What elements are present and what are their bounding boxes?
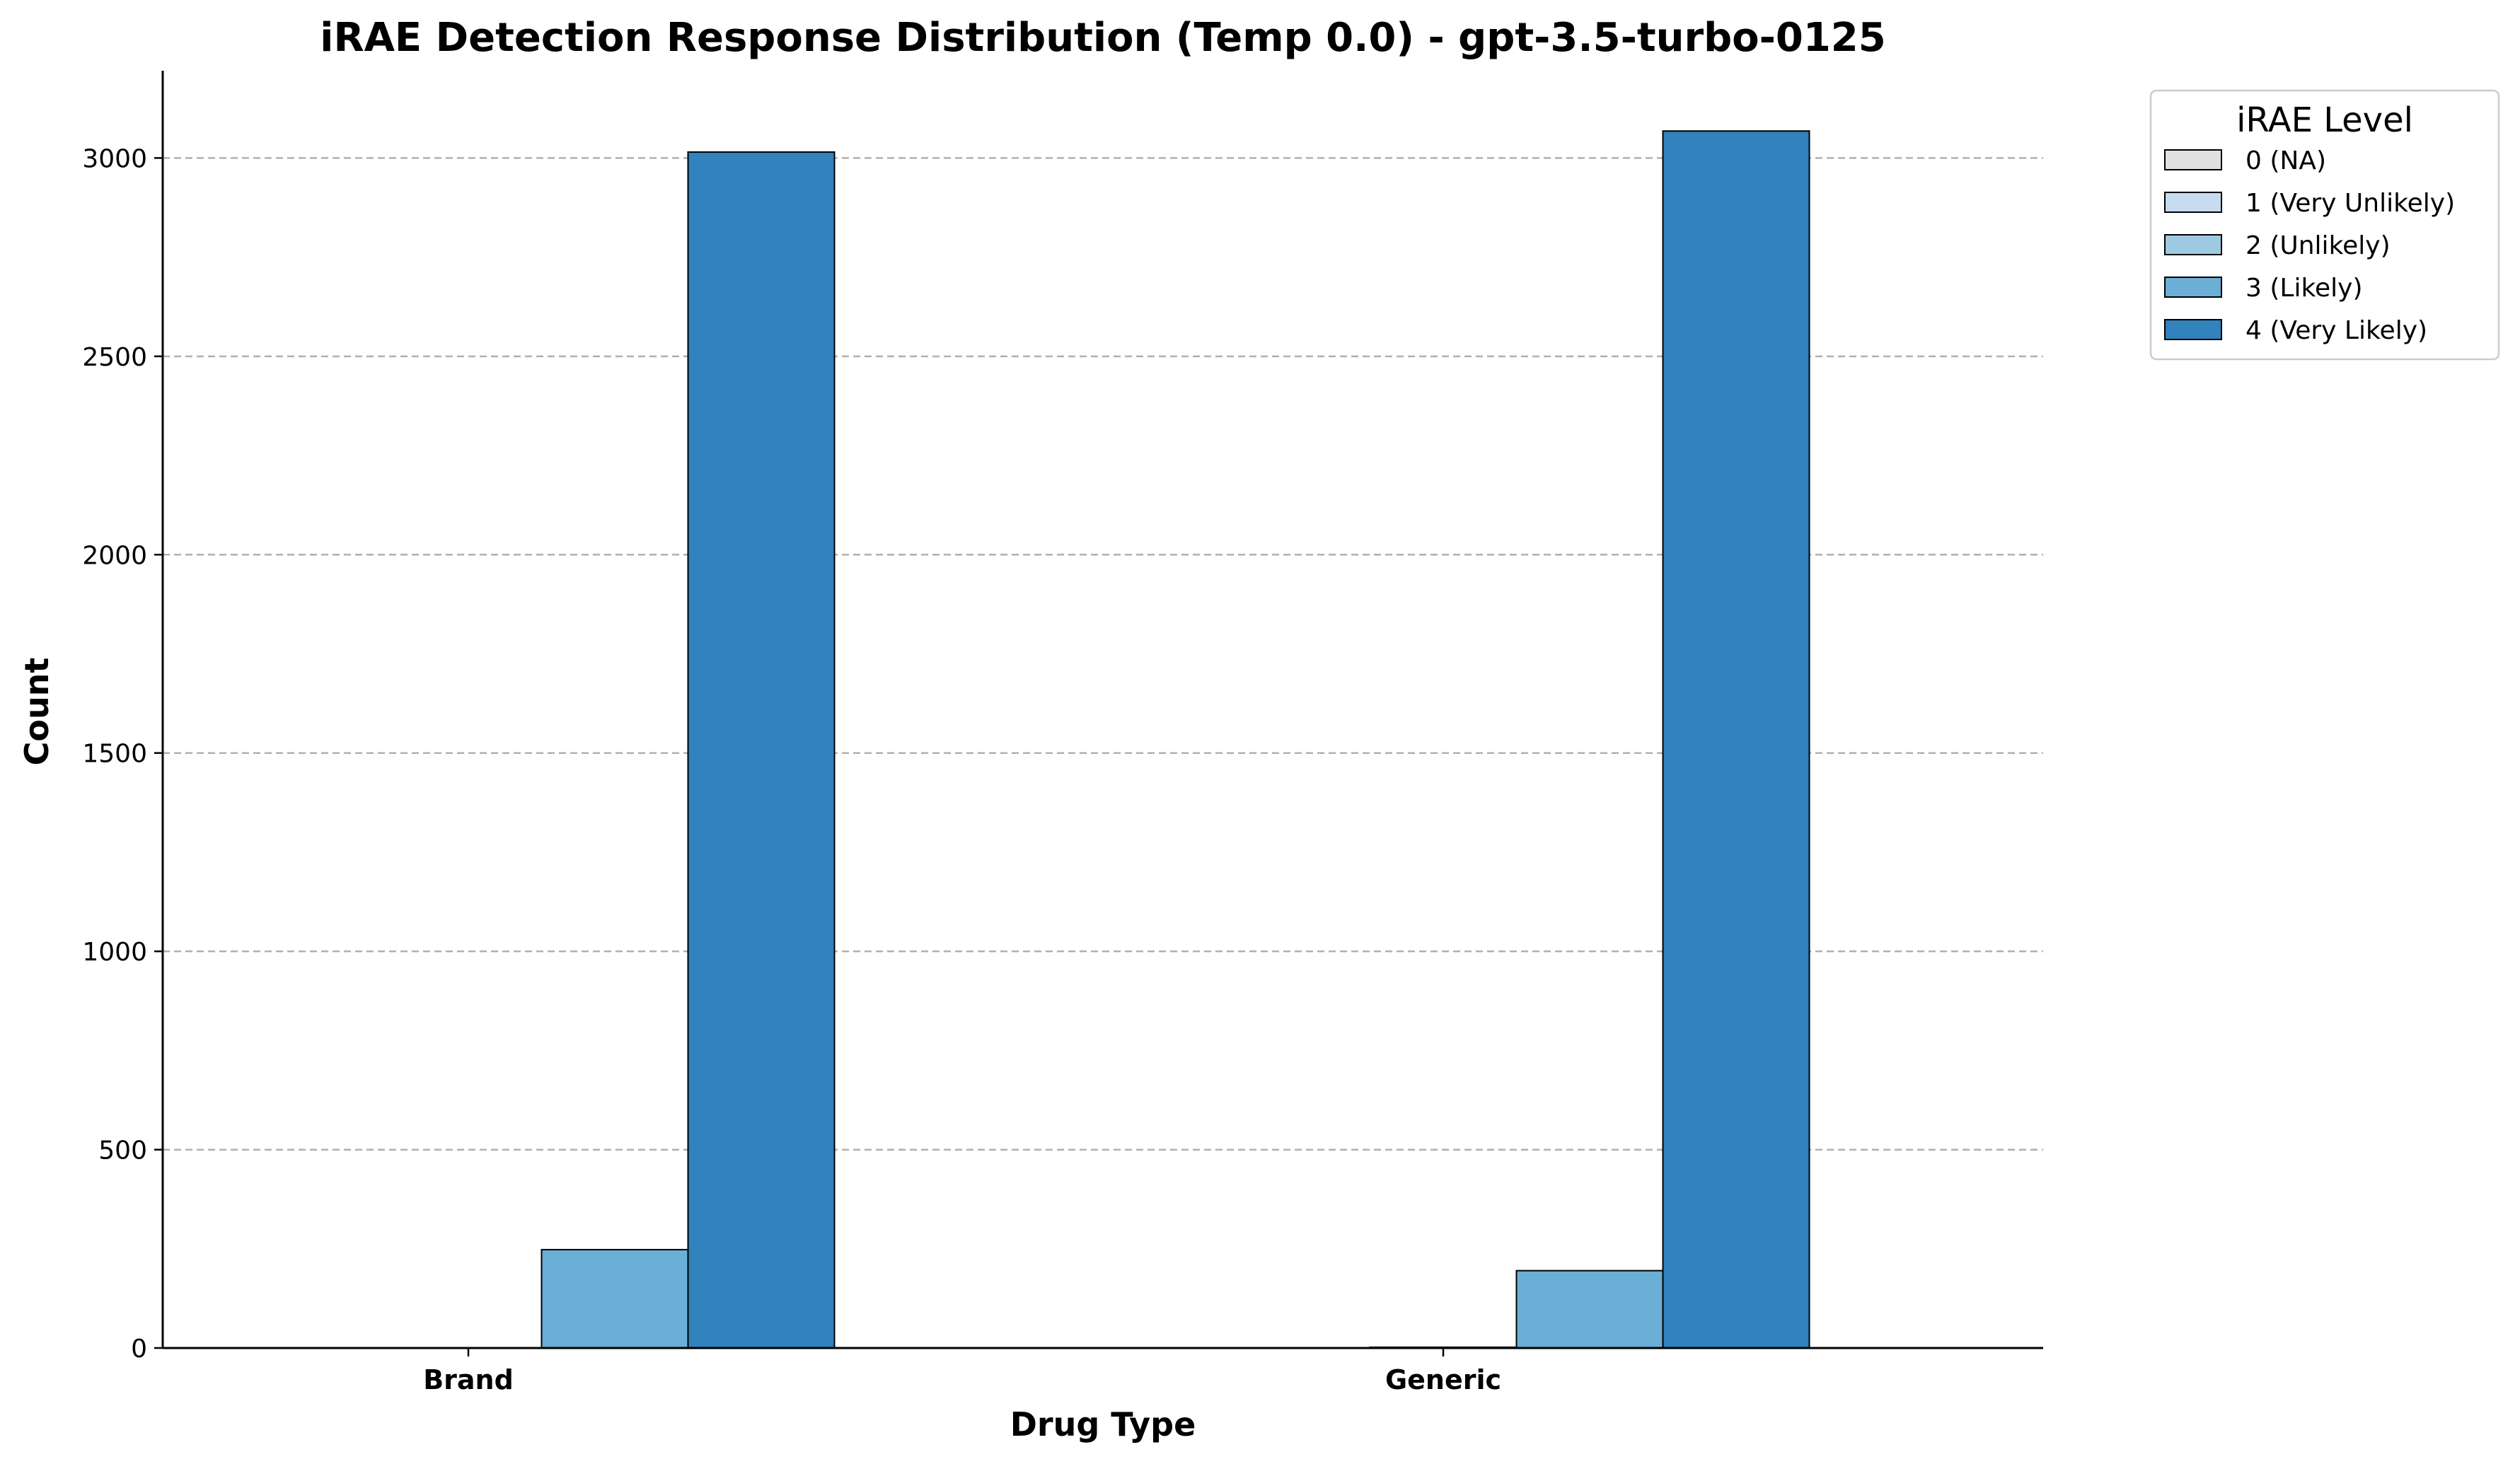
x-tick-label: Brand: [423, 1364, 514, 1395]
bar-3-brand: [541, 1248, 689, 1349]
legend-swatch: [2164, 149, 2222, 170]
legend-frame: [2149, 89, 2500, 361]
y-tick-label: 500: [98, 1137, 147, 1166]
y-tick-label: 2000: [82, 541, 147, 570]
axes: [161, 71, 2043, 1349]
legend-swatch: [2164, 319, 2222, 340]
x-axis-label: Drug Type: [1010, 1405, 1196, 1443]
bar-4-generic: [1662, 130, 1810, 1349]
y-tick-label: 3000: [82, 144, 147, 173]
legend-entry-label: 0 (NA): [2246, 146, 2326, 175]
y-tick-label: 0: [131, 1335, 147, 1364]
bars: [541, 130, 1810, 1349]
bar-4-brand: [687, 151, 836, 1349]
legend-swatch: [2164, 277, 2222, 298]
legend-swatch: [2164, 192, 2222, 213]
y-tick-label: 2500: [82, 343, 147, 372]
legend-entry-label: 1 (Very Unlikely): [2246, 189, 2455, 218]
legend-entry-label: 3 (Likely): [2246, 274, 2363, 303]
y-tick-label: 1500: [82, 740, 147, 769]
bar-3-generic: [1515, 1270, 1664, 1349]
chart-title: iRAE Detection Response Distribution (Te…: [320, 15, 1885, 61]
legend-swatch: [2164, 234, 2222, 255]
y-tick-label: 1000: [82, 938, 147, 967]
legend: iRAE Level 0 (NA) 1 (Very Unlikely) 2 (Unli…: [2149, 89, 2500, 361]
x-tick-label: Generic: [1385, 1364, 1501, 1395]
legend-entry-label: 4 (Very Likely): [2246, 316, 2427, 345]
legend-entry-label: 2 (Unlikely): [2246, 231, 2391, 260]
y-axis-ticks: 0 500 1000 1500 2000 2500 3000: [82, 144, 163, 1364]
x-axis-ticks: Brand Generic: [423, 1348, 1501, 1395]
legend-title: iRAE Level: [2236, 100, 2413, 140]
y-axis-label: Count: [18, 658, 56, 766]
